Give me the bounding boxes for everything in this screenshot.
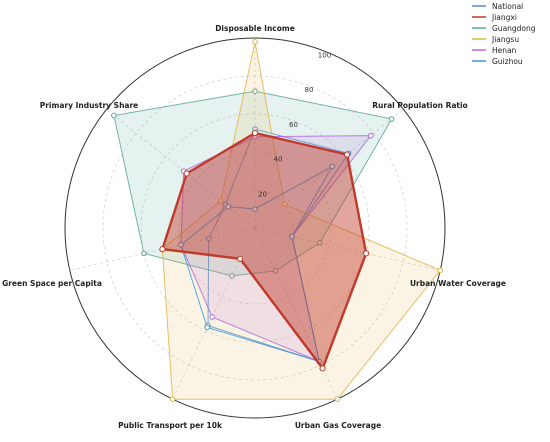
axis-label: Urban Water Coverage: [410, 279, 506, 288]
axis-label: Disposable Income: [215, 24, 295, 33]
axis-label: Urban Gas Coverage: [295, 421, 381, 430]
data-point-guizhou: [252, 206, 258, 212]
outer-circle: [64, 37, 446, 419]
axis-label: Public Transport per 10k: [118, 421, 223, 430]
tick-label: 60: [289, 121, 298, 129]
data-point-jiangxi: [251, 129, 259, 137]
data-point-jiangxi: [343, 151, 351, 158]
data-point-jiangsu: [281, 201, 288, 208]
data-point-henan: [368, 132, 374, 139]
data-point-henan: [209, 314, 215, 320]
axis-labels: Disposable Income Rural Population Ratio U…: [2, 24, 506, 430]
series-guangdong: [111, 88, 395, 279]
data-point-jiangsu: [252, 39, 258, 45]
data-point-jiangxi: [237, 255, 244, 262]
series-guizhou: [178, 163, 336, 365]
legend-label-jiangsu: Jiangsu: [491, 35, 519, 44]
data-point-guangdong: [388, 116, 395, 122]
series-polygon-guangdong: [113, 90, 393, 277]
data-point-jiangsu: [169, 396, 176, 402]
axis-label: Green Space per Capita: [2, 279, 102, 288]
data-point-national: [205, 235, 212, 242]
grid-spoke: [254, 109, 404, 229]
data-point-jiangsu: [437, 267, 444, 274]
series-polygon-jiangxi: [160, 131, 368, 371]
legend-label-jiangxi: Jiangxi: [491, 13, 517, 22]
data-point-guizhou: [178, 242, 184, 248]
data-point-guizhou: [204, 324, 210, 331]
radar-series-layer: [111, 39, 444, 402]
legend-label-guangdong: Guangdong: [492, 24, 536, 33]
radial-tick-labels: 20 40 60 80 100: [258, 52, 331, 199]
data-point-guangdong: [229, 273, 235, 279]
data-point-guizhou: [225, 203, 232, 210]
tick-label: 40: [274, 156, 283, 164]
legend-label-guizhou: Guizhou: [492, 57, 523, 66]
series-jiangxi: [159, 129, 370, 372]
data-point-guangdong: [272, 267, 279, 274]
data-point-guizhou: [329, 163, 336, 170]
data-point-guizhou: [289, 233, 295, 240]
data-point-jiangsu: [218, 197, 224, 204]
data-point-jiangxi: [363, 250, 370, 257]
grid-spoke: [254, 227, 441, 271]
tick-label: 100: [318, 52, 331, 60]
grid-spoke: [69, 227, 256, 271]
data-point-guangdong: [141, 250, 147, 257]
series-polygon-guizhou: [180, 165, 334, 363]
data-point-jiangxi: [183, 170, 190, 177]
data-point-jiangxi: [319, 365, 326, 372]
data-point-guangdong: [111, 112, 117, 119]
data-point-jiangsu: [334, 396, 341, 402]
axis-label: Primary Industry Share: [40, 101, 139, 110]
legend-label-national: National: [492, 2, 523, 11]
legend: National Jiangxi Guangdong Jiangsu Henan Guiz…: [472, 2, 536, 66]
grid-ring: [216, 189, 294, 267]
series-polygon-national: [207, 128, 350, 363]
tick-label: 80: [305, 86, 314, 94]
data-point-jiangxi: [159, 246, 166, 253]
grid-ring: [178, 151, 332, 305]
axis-label: Rural Population Ratio: [372, 101, 467, 110]
data-point-guangdong: [317, 239, 323, 246]
data-point-guangdong: [252, 88, 258, 94]
tick-label: 20: [258, 190, 267, 198]
legend-label-henan: Henan: [492, 46, 517, 55]
